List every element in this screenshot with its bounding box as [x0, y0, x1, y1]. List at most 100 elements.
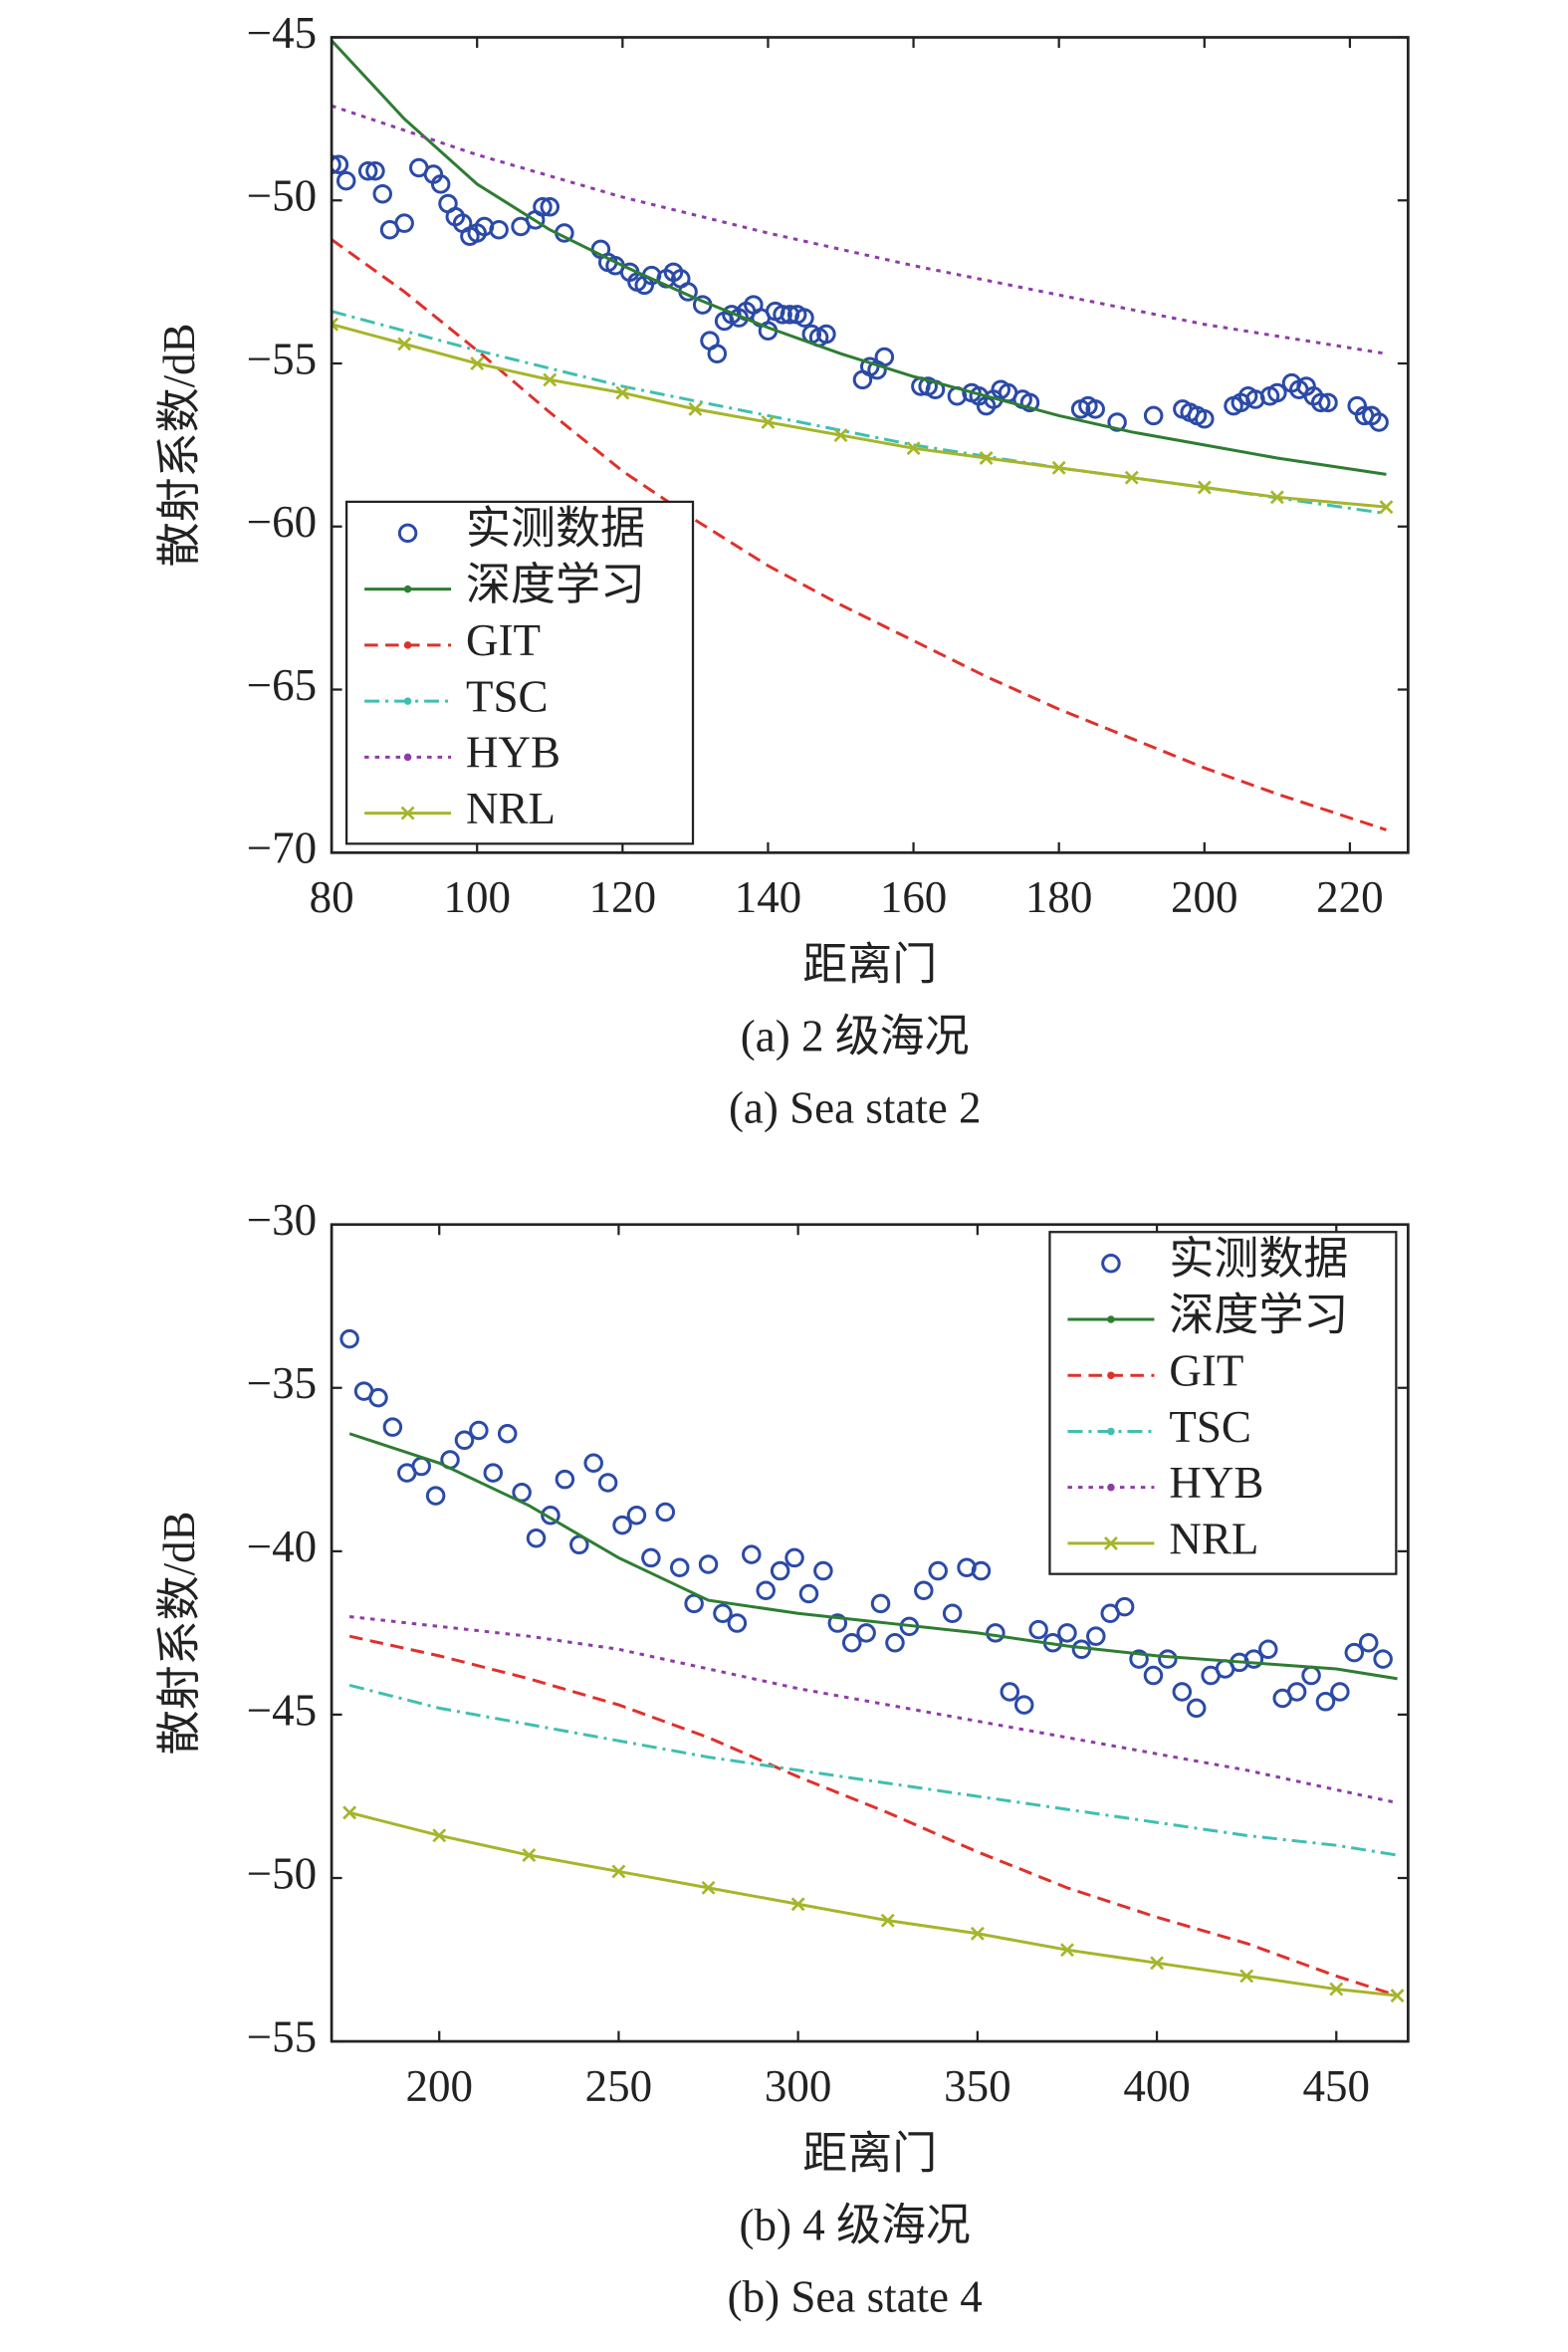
data-point — [430, 174, 451, 194]
data-point — [770, 1560, 790, 1581]
legend-label: GIT — [466, 615, 541, 665]
x-marker — [342, 1805, 357, 1820]
legend-label: 深度学习 — [1169, 1290, 1348, 1339]
data-point — [394, 213, 414, 233]
x-marker — [611, 1864, 626, 1879]
data-point — [794, 308, 814, 328]
x-marker — [1390, 1989, 1405, 2003]
y-tick-label: −40 — [247, 1522, 317, 1571]
x-marker — [906, 441, 921, 456]
x-tick-label: 200 — [405, 2061, 472, 2111]
data-point — [669, 1557, 690, 1578]
x-marker — [1150, 1956, 1165, 1971]
x-marker — [1060, 1943, 1074, 1958]
data-point — [1086, 1626, 1106, 1646]
data-point — [684, 1593, 704, 1614]
series-line — [348, 1634, 1399, 1998]
data-point — [841, 1632, 862, 1653]
data-point — [856, 1623, 876, 1643]
x-tick-label: 100 — [443, 872, 510, 922]
series-line — [348, 1432, 1398, 1681]
x-marker — [688, 401, 703, 416]
data-point — [339, 1328, 359, 1349]
data-point — [497, 1423, 518, 1444]
data-point — [914, 1580, 934, 1600]
data-point — [1258, 1639, 1278, 1660]
data-point — [597, 1473, 618, 1493]
data-point — [742, 1544, 762, 1564]
data-point — [382, 1417, 403, 1437]
legend-label: 深度学习 — [466, 560, 645, 609]
legend-label: NRL — [466, 784, 556, 833]
data-point — [1158, 1649, 1178, 1669]
legend-box — [344, 500, 695, 845]
data-point — [727, 1613, 748, 1633]
data-point — [870, 1593, 891, 1614]
caption: (a) 2 级海况 — [741, 1012, 970, 1061]
data-point — [365, 161, 385, 181]
legend-label: HYB — [1169, 1458, 1263, 1508]
y-axis-label: 散射系数/dB — [154, 323, 204, 567]
data-point — [1129, 1649, 1149, 1669]
data-point — [454, 1430, 475, 1451]
x-tick-label: 350 — [944, 2061, 1010, 2111]
data-point — [1344, 1642, 1365, 1663]
legend-marker — [1107, 1315, 1115, 1323]
legend-marker — [1107, 1371, 1115, 1379]
x-marker — [522, 1848, 537, 1862]
x-marker — [1269, 490, 1284, 505]
y-tick-label: −60 — [247, 497, 317, 547]
data-point — [1301, 1665, 1321, 1686]
x-axis-label: 距离门 — [802, 2128, 937, 2178]
legend-label: HYB — [466, 728, 560, 778]
series-line — [348, 1683, 1398, 1857]
data-point — [1318, 392, 1338, 413]
legend-label: NRL — [1169, 1514, 1258, 1563]
data-point — [526, 1528, 547, 1548]
data-point — [798, 1583, 819, 1604]
legend-label: GIT — [1169, 1346, 1243, 1396]
x-tick-label: 450 — [1303, 2061, 1370, 2111]
x-marker — [332, 317, 339, 332]
caption-en: (b) Sea state 4 — [728, 2271, 983, 2321]
caption: (b) 4 级海况 — [740, 2200, 971, 2249]
data-point — [971, 1560, 992, 1581]
legend-marker — [403, 753, 412, 762]
x-marker — [397, 337, 412, 352]
data-point — [483, 1463, 504, 1483]
data-point — [1143, 1665, 1164, 1686]
legend-marker — [397, 523, 418, 544]
data-point — [1315, 1692, 1336, 1712]
data-point — [1143, 405, 1164, 426]
legend-marker — [403, 585, 412, 593]
series-line — [332, 238, 1387, 831]
data-point — [827, 1613, 848, 1633]
data-point — [425, 1486, 446, 1506]
x-marker — [1379, 500, 1394, 515]
plot-frame — [330, 1223, 1410, 2043]
data-point — [1358, 1632, 1379, 1653]
y-tick-label: −65 — [247, 660, 317, 710]
legend-label: 实测数据 — [466, 504, 645, 554]
x-marker — [833, 428, 848, 443]
data-point — [874, 347, 895, 367]
data-point — [1172, 1682, 1193, 1702]
data-point — [1195, 408, 1215, 429]
data-point — [698, 1554, 719, 1574]
data-point — [1373, 1649, 1393, 1669]
x-marker — [761, 415, 776, 429]
data-point — [368, 1387, 388, 1408]
y-tick-label: −55 — [247, 2011, 317, 2061]
data-point — [1310, 392, 1331, 413]
data-point — [655, 1502, 676, 1523]
data-point — [1114, 1596, 1135, 1617]
x-tick-label: 120 — [589, 872, 656, 922]
data-point — [756, 1580, 776, 1600]
legend-marker — [1101, 1253, 1121, 1274]
plot-frame — [330, 36, 1410, 854]
data-point — [540, 197, 560, 217]
data-point — [1186, 1698, 1207, 1719]
data-point — [336, 170, 356, 191]
data-point — [816, 324, 836, 345]
